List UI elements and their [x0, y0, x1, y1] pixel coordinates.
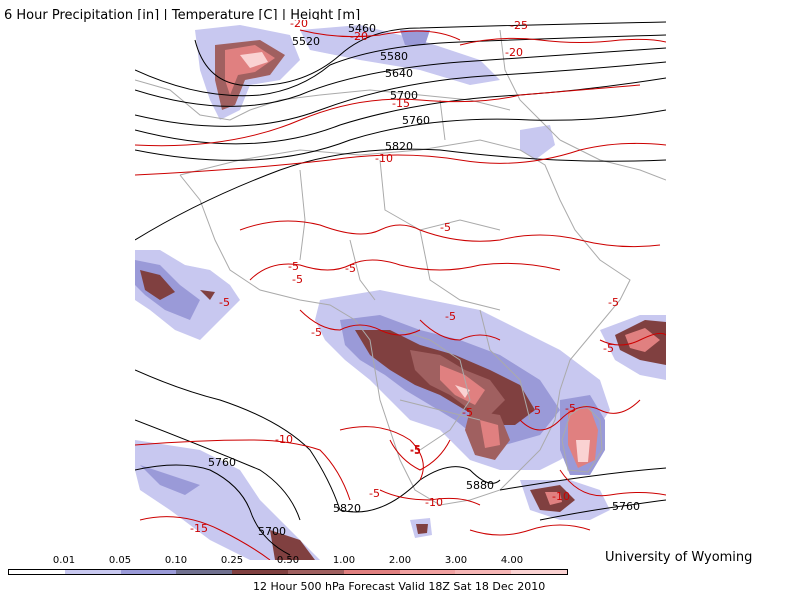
temp-label: -5: [369, 487, 380, 500]
height-contours: [135, 21, 666, 556]
legend-swatch: [64, 570, 121, 574]
temp-label: -10: [275, 433, 293, 446]
forecast-valid-label: 12 Hour 500 hPa Forecast Valid 18Z Sat 1…: [253, 580, 546, 593]
height-label: 5760: [402, 114, 430, 127]
legend-swatch: [455, 570, 512, 574]
temp-label: -10: [425, 496, 443, 509]
height-labels: 5460 5520 5580 5640 5700 5760 5820 5760 …: [208, 22, 640, 538]
legend-label: 0.25: [220, 555, 244, 566]
legend-swatch: [120, 570, 177, 574]
legend-swatch: [343, 570, 400, 574]
temp-label: -20: [505, 46, 523, 59]
temp-label: -5: [603, 342, 614, 355]
temp-label: -5: [288, 260, 299, 273]
legend-swatch: [232, 570, 288, 574]
temp-label: -25: [510, 19, 528, 32]
temperature-labels: -25 -20 -20 -20 -15 -10 -5 -5 -5 -5 -5 -…: [190, 17, 619, 535]
legend-label: 0.05: [108, 555, 132, 566]
temp-label: -5: [530, 404, 541, 417]
legend-swatch: [176, 570, 233, 574]
height-label: 5700: [258, 525, 286, 538]
legend-color-bar: [8, 569, 568, 575]
temp-label: -20: [290, 17, 308, 30]
temp-label: -5: [219, 296, 230, 309]
height-label: 5820: [333, 502, 361, 515]
legend-swatch: [9, 570, 65, 574]
temp-label: -5: [410, 443, 421, 456]
precipitation-layer: [135, 25, 666, 560]
temp-label: -10: [552, 490, 570, 503]
legend-label: 4.00: [500, 555, 524, 566]
legend-label: 3.00: [444, 555, 468, 566]
temp-label: -20: [350, 30, 368, 43]
temp-label: -5: [608, 296, 619, 309]
map-title: 6 Hour Precipitation [in] | Temperature …: [4, 8, 361, 23]
height-label: 5820: [385, 140, 413, 153]
temp-label: -5: [345, 262, 356, 275]
height-label: 5640: [385, 67, 413, 80]
temp-label: -15: [392, 97, 410, 110]
legend-swatch: [399, 570, 456, 574]
legend-swatch: [287, 570, 344, 574]
height-label: 5580: [380, 50, 408, 63]
height-label: 5760: [208, 456, 236, 469]
legend-swatch: [511, 570, 567, 574]
temp-label: -15: [190, 522, 208, 535]
temp-label: -5: [462, 406, 473, 419]
temp-label: -5: [440, 221, 451, 234]
height-label: 5700: [390, 89, 418, 102]
legend-label: 2.00: [388, 555, 412, 566]
temp-label: -5: [311, 326, 322, 339]
legend-label: 0.01: [52, 555, 76, 566]
legend-label: 0.50: [276, 555, 300, 566]
temp-label: -5: [565, 402, 576, 415]
temp-label: -5: [445, 310, 456, 323]
legend-labels: 0.01 0.05 0.10 0.25 0.50 1.00 2.00 3.00 …: [0, 555, 800, 569]
height-label: 5760: [612, 500, 640, 513]
credit-label: University of Wyoming: [605, 550, 753, 565]
legend-label: 0.10: [164, 555, 188, 566]
temp-label: -10: [375, 152, 393, 165]
temp-label: -5: [292, 273, 303, 286]
height-label: 5880: [466, 479, 494, 492]
legend-label: 1.00: [332, 555, 356, 566]
height-label: 5520: [292, 35, 320, 48]
temperature-contours: [135, 29, 666, 560]
temp-label: -5: [410, 444, 421, 457]
height-label: 5460: [348, 22, 376, 35]
